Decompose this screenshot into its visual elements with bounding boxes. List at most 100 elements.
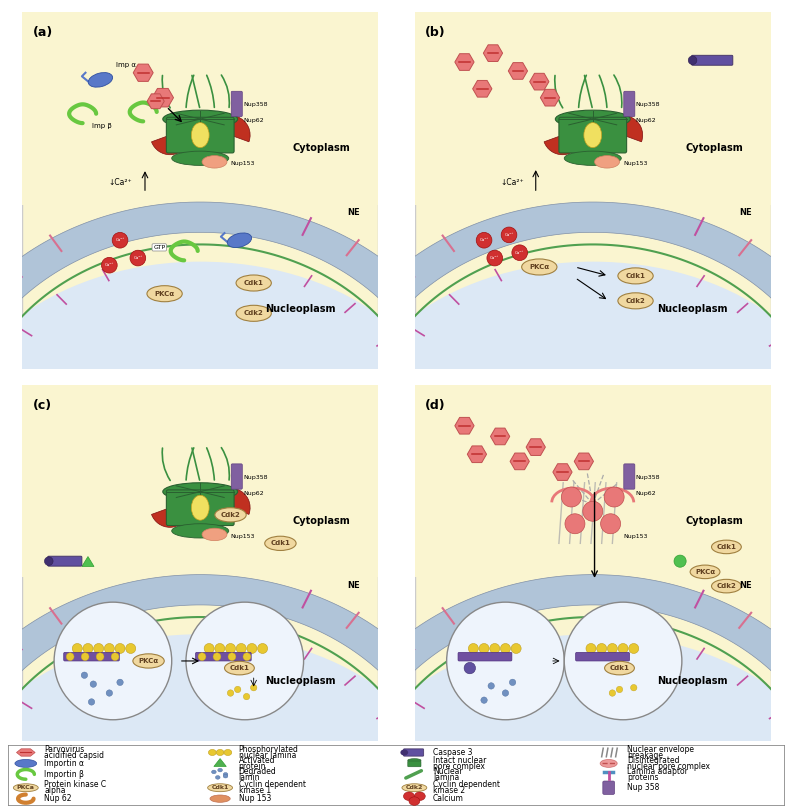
Circle shape <box>258 643 267 654</box>
Text: Imp β: Imp β <box>91 123 111 129</box>
Text: nuclear pore complex: nuclear pore complex <box>627 761 711 770</box>
Ellipse shape <box>618 268 653 284</box>
Circle shape <box>216 776 220 779</box>
Polygon shape <box>133 64 153 81</box>
Circle shape <box>400 749 408 756</box>
Text: Ca²⁺: Ca²⁺ <box>490 256 500 260</box>
Circle shape <box>490 643 500 654</box>
FancyBboxPatch shape <box>232 92 243 117</box>
Ellipse shape <box>0 262 450 618</box>
FancyBboxPatch shape <box>22 385 378 578</box>
FancyBboxPatch shape <box>48 556 82 566</box>
Text: Caspase 3: Caspase 3 <box>433 748 473 757</box>
Text: protein: protein <box>239 761 266 770</box>
Text: Degraded: Degraded <box>239 767 277 776</box>
Circle shape <box>464 663 476 674</box>
Polygon shape <box>526 439 546 455</box>
Ellipse shape <box>210 795 230 802</box>
Text: kinase 2: kinase 2 <box>433 786 465 795</box>
Ellipse shape <box>343 262 793 618</box>
Circle shape <box>415 792 425 800</box>
Text: Nup153: Nup153 <box>623 534 648 539</box>
Ellipse shape <box>584 122 602 147</box>
Text: Nucleoplasm: Nucleoplasm <box>265 304 335 313</box>
Text: Nup 358: Nup 358 <box>627 783 660 792</box>
Ellipse shape <box>88 73 113 87</box>
Circle shape <box>102 258 117 273</box>
Polygon shape <box>553 464 572 480</box>
Polygon shape <box>484 45 503 62</box>
Ellipse shape <box>595 156 619 168</box>
Ellipse shape <box>565 151 621 165</box>
Circle shape <box>469 643 478 654</box>
FancyBboxPatch shape <box>415 12 771 369</box>
Text: Cytoplasm: Cytoplasm <box>293 143 351 153</box>
Text: Ca²⁺: Ca²⁺ <box>504 233 514 237</box>
Text: Ca²⁺: Ca²⁺ <box>133 256 143 260</box>
Text: (d): (d) <box>425 399 446 412</box>
Circle shape <box>228 653 236 661</box>
Ellipse shape <box>604 661 634 675</box>
Circle shape <box>223 773 228 776</box>
Text: Ca²⁺: Ca²⁺ <box>116 238 125 242</box>
Text: Nup153: Nup153 <box>231 534 255 539</box>
Text: PKCα: PKCα <box>139 658 159 664</box>
Ellipse shape <box>147 286 182 301</box>
Circle shape <box>72 643 82 654</box>
FancyBboxPatch shape <box>22 12 378 369</box>
Circle shape <box>235 686 241 693</box>
Circle shape <box>223 774 228 778</box>
Ellipse shape <box>191 495 209 520</box>
Ellipse shape <box>402 784 427 791</box>
Ellipse shape <box>13 784 38 791</box>
Circle shape <box>674 555 686 567</box>
Ellipse shape <box>343 634 793 810</box>
Circle shape <box>111 653 119 661</box>
Circle shape <box>81 672 87 679</box>
Text: Cdk1: Cdk1 <box>626 273 646 279</box>
Ellipse shape <box>215 508 246 522</box>
Circle shape <box>609 690 615 697</box>
Circle shape <box>481 697 487 703</box>
Text: Nucleoplasm: Nucleoplasm <box>657 676 728 686</box>
Circle shape <box>511 643 521 654</box>
Ellipse shape <box>224 661 255 675</box>
Text: Nup358: Nup358 <box>243 475 267 480</box>
Text: (a): (a) <box>33 27 53 40</box>
Polygon shape <box>0 574 477 783</box>
Text: breakage: breakage <box>627 751 663 760</box>
FancyBboxPatch shape <box>603 781 615 795</box>
Circle shape <box>243 653 251 661</box>
Circle shape <box>236 643 246 654</box>
Text: Nup358: Nup358 <box>635 475 660 480</box>
Ellipse shape <box>208 784 232 791</box>
Text: Intact nuclear: Intact nuclear <box>433 757 486 765</box>
Ellipse shape <box>172 151 228 165</box>
Text: Cdk2: Cdk2 <box>243 310 263 317</box>
Text: NE: NE <box>347 208 360 217</box>
FancyBboxPatch shape <box>415 385 771 578</box>
Polygon shape <box>455 417 474 434</box>
Circle shape <box>209 749 216 756</box>
FancyBboxPatch shape <box>624 464 635 489</box>
Text: kinase 1: kinase 1 <box>239 786 271 795</box>
Polygon shape <box>455 53 474 70</box>
Circle shape <box>247 643 257 654</box>
Text: Protein kinase C: Protein kinase C <box>44 781 106 790</box>
Ellipse shape <box>228 233 251 248</box>
Circle shape <box>83 643 93 654</box>
Text: Cdk2: Cdk2 <box>717 583 736 589</box>
Text: Cyclin dependent: Cyclin dependent <box>239 781 306 790</box>
Polygon shape <box>510 453 530 470</box>
Text: ↓Ca²⁺: ↓Ca²⁺ <box>500 178 524 187</box>
Text: PKCα: PKCα <box>529 264 550 270</box>
Circle shape <box>561 487 581 507</box>
Circle shape <box>502 690 508 697</box>
FancyBboxPatch shape <box>22 385 378 741</box>
Wedge shape <box>212 116 250 142</box>
Ellipse shape <box>690 565 720 578</box>
Circle shape <box>90 681 97 688</box>
Circle shape <box>213 653 221 661</box>
Text: Lamina adaptor: Lamina adaptor <box>627 767 688 776</box>
Text: Nup358: Nup358 <box>243 102 267 107</box>
